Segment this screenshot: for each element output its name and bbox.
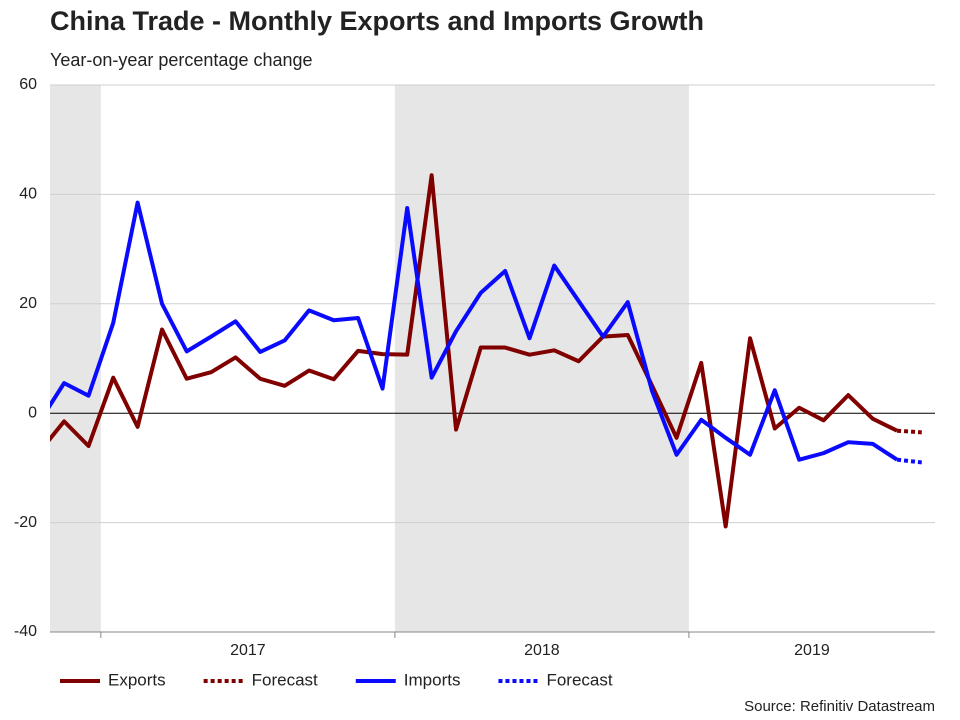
legend-label: Forecast	[546, 670, 612, 689]
series-line	[896, 428, 922, 435]
series-line	[50, 173, 898, 529]
y-tick-label: 40	[19, 186, 37, 203]
source-note: Source: Refinitiv Datastream	[744, 698, 935, 715]
y-tick-label: 60	[19, 76, 37, 93]
chart-subtitle: Year-on-year percentage change	[50, 50, 313, 70]
legend-label: Exports	[108, 670, 166, 689]
legend-label: Forecast	[252, 670, 318, 689]
x-tick-label: 2018	[524, 642, 560, 659]
y-tick-label: -20	[14, 514, 37, 531]
year-band	[50, 85, 101, 632]
y-tick-label: 20	[19, 295, 37, 312]
chart-title: China Trade - Monthly Exports and Import…	[50, 6, 704, 36]
x-tick-label: 2019	[794, 642, 830, 659]
y-tick-label: -40	[14, 623, 37, 640]
series-line	[896, 457, 922, 465]
plot-lines	[50, 173, 922, 529]
y-tick-label: 0	[28, 404, 37, 421]
x-tick-label: 2017	[230, 642, 266, 659]
series-line	[50, 200, 899, 462]
legend-label: Imports	[404, 670, 461, 689]
